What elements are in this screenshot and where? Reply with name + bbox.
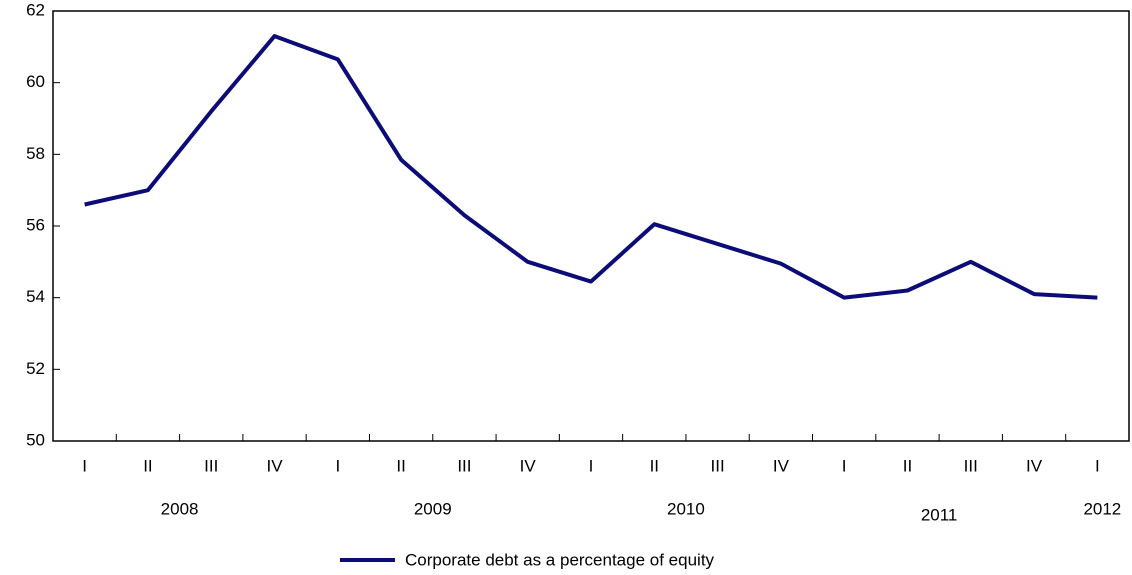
x-tick-label: I bbox=[1095, 456, 1100, 475]
x-tick-label: I bbox=[82, 456, 87, 475]
year-label: 2011 bbox=[921, 505, 958, 524]
x-tick-label: IV bbox=[520, 456, 537, 475]
x-tick-label: II bbox=[396, 456, 405, 475]
x-tick-label: III bbox=[711, 456, 725, 475]
x-tick-label: I bbox=[842, 456, 847, 475]
y-tick-label: 60 bbox=[26, 72, 45, 91]
x-tick-label: II bbox=[903, 456, 912, 475]
x-tick-label: IV bbox=[1026, 456, 1043, 475]
plot-frame bbox=[52, 10, 1130, 442]
x-tick-label: IV bbox=[773, 456, 790, 475]
legend-label: Corporate debt as a percentage of equity bbox=[405, 550, 715, 569]
y-tick-label: 62 bbox=[26, 0, 45, 19]
x-tick-label: I bbox=[589, 456, 594, 475]
year-label: 2008 bbox=[161, 499, 199, 518]
year-label: 2009 bbox=[414, 499, 452, 518]
x-tick-label: II bbox=[143, 456, 152, 475]
year-label: 2012 bbox=[1083, 499, 1121, 518]
x-tick-label: IV bbox=[266, 456, 283, 475]
year-label: 2010 bbox=[667, 499, 705, 518]
x-tick-label: III bbox=[964, 456, 978, 475]
y-tick-label: 58 bbox=[26, 144, 45, 163]
x-tick-label: II bbox=[650, 456, 659, 475]
x-tick-label: I bbox=[335, 456, 340, 475]
y-tick-label: 56 bbox=[26, 215, 45, 234]
y-tick-label: 54 bbox=[26, 287, 45, 306]
x-tick-label: III bbox=[457, 456, 471, 475]
y-tick-label: 52 bbox=[26, 359, 45, 378]
y-tick-label: 50 bbox=[26, 430, 45, 449]
x-tick-label: III bbox=[204, 456, 218, 475]
data-line bbox=[84, 34, 1098, 300]
